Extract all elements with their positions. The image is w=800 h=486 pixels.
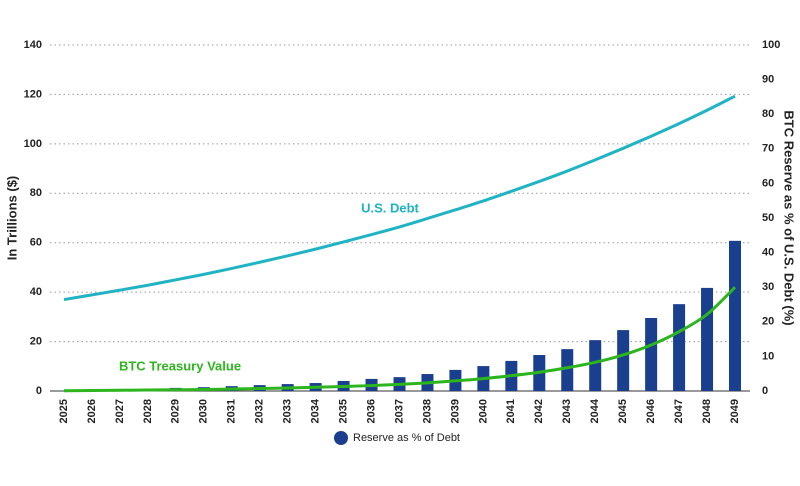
series-label: BTC Treasury Value (119, 358, 241, 373)
x-tick-label: 2047 (673, 399, 685, 423)
legend-marker (334, 431, 348, 445)
y-tick-label: 60 (30, 237, 42, 249)
y2-tick-label: 60 (762, 177, 774, 189)
y-tick-label: 120 (24, 88, 42, 100)
y-tick-label: 20 (30, 335, 42, 347)
y2-tick-label: 30 (762, 281, 774, 293)
y2-axis-title: BTC Reserve as % of U.S. Debt (%) (782, 110, 797, 325)
y2-tick-label: 20 (762, 316, 774, 328)
x-tick-label: 2049 (729, 399, 741, 423)
x-tick-label: 2025 (58, 399, 70, 423)
x-tick-label: 2035 (337, 399, 349, 423)
y-tick-label: 40 (30, 286, 42, 298)
x-tick-label: 2028 (142, 399, 154, 423)
x-tick-label: 2046 (645, 399, 657, 423)
y-tick-label: 0 (36, 385, 42, 397)
x-tick-label: 2048 (701, 399, 713, 423)
y2-tick-label: 100 (762, 39, 780, 51)
y-axis-title: In Trillions ($) (4, 176, 19, 261)
x-tick-label: 2027 (114, 399, 126, 423)
bar (617, 330, 629, 391)
bar (645, 318, 657, 391)
x-tick-label: 2026 (86, 399, 98, 423)
x-tick-label: 2044 (589, 398, 601, 423)
bar (561, 349, 573, 391)
x-tick-label: 2030 (198, 399, 210, 423)
x-tick-label: 2041 (505, 399, 517, 423)
y-tick-label: 140 (24, 39, 42, 51)
y2-tick-label: 90 (762, 74, 774, 86)
y2-tick-label: 70 (762, 143, 774, 155)
bar (673, 304, 685, 391)
x-tick-label: 2034 (310, 398, 322, 423)
y2-tick-label: 50 (762, 212, 774, 224)
y2-tick-label: 10 (762, 350, 774, 362)
line (64, 96, 735, 299)
x-tick-label: 2040 (477, 399, 489, 423)
y2-tick-label: 0 (762, 385, 768, 397)
bar (589, 340, 601, 391)
x-tick-label: 2037 (393, 399, 405, 423)
x-tick-label: 2038 (421, 399, 433, 423)
x-tick-label: 2039 (449, 399, 461, 423)
x-tick-label: 2036 (365, 399, 377, 423)
y-tick-label: 80 (30, 187, 42, 199)
y-tick-label: 100 (24, 138, 42, 150)
x-tick-label: 2042 (533, 399, 545, 423)
line (64, 287, 735, 391)
x-tick-label: 2045 (617, 399, 629, 423)
series-label: U.S. Debt (361, 200, 419, 215)
bar (701, 288, 713, 391)
x-tick-label: 2033 (282, 399, 294, 423)
y2-tick-label: 80 (762, 108, 774, 120)
x-tick-label: 2032 (254, 399, 266, 423)
y2-tick-label: 40 (762, 247, 774, 259)
x-tick-label: 2031 (226, 399, 238, 423)
x-tick-label: 2029 (170, 399, 182, 423)
x-tick-label: 2043 (561, 399, 573, 423)
bar (729, 241, 741, 391)
legend-label: Reserve as % of Debt (353, 432, 460, 444)
